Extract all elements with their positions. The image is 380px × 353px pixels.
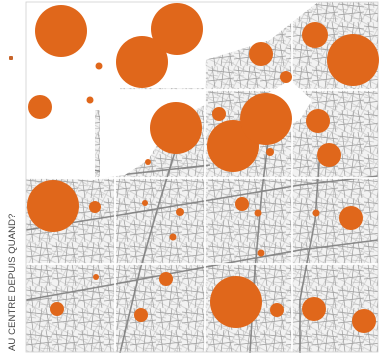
bubble	[145, 159, 151, 165]
bubble	[170, 234, 177, 241]
bubble	[212, 107, 226, 121]
bubble	[210, 276, 262, 328]
bubble	[142, 200, 148, 206]
bubble	[249, 42, 273, 66]
bubble	[87, 97, 94, 104]
bubble	[302, 297, 326, 321]
bubble	[27, 180, 79, 232]
bubble	[258, 250, 265, 257]
bubble	[35, 5, 87, 57]
bubble	[159, 272, 173, 286]
bubble	[96, 63, 103, 70]
bubble	[150, 102, 202, 154]
bubble	[50, 302, 64, 316]
bubble	[327, 34, 379, 86]
bubble	[255, 210, 262, 217]
map-area	[26, 2, 378, 353]
bubble	[313, 210, 320, 217]
bubble	[306, 109, 330, 133]
bubble	[339, 206, 363, 230]
bubble	[151, 3, 203, 55]
bubble	[266, 148, 274, 156]
bubble	[89, 201, 101, 213]
bubble	[317, 143, 341, 167]
bubble	[134, 308, 148, 322]
bubble	[28, 95, 52, 119]
bubble	[302, 22, 328, 48]
bubble	[93, 274, 99, 280]
bubble	[270, 303, 284, 317]
bubble	[176, 208, 184, 216]
bubble	[280, 71, 292, 83]
bubble	[235, 197, 249, 211]
bubble	[240, 93, 292, 145]
bubble	[352, 309, 376, 333]
